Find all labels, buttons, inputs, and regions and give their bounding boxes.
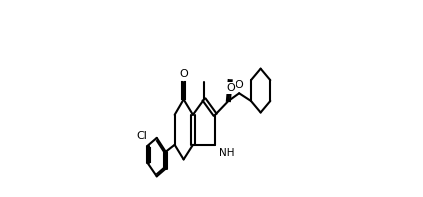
Text: O: O — [179, 69, 188, 79]
Text: NH: NH — [219, 148, 234, 158]
Text: O: O — [234, 80, 243, 90]
Text: Cl: Cl — [136, 131, 147, 141]
Text: O: O — [227, 83, 235, 93]
